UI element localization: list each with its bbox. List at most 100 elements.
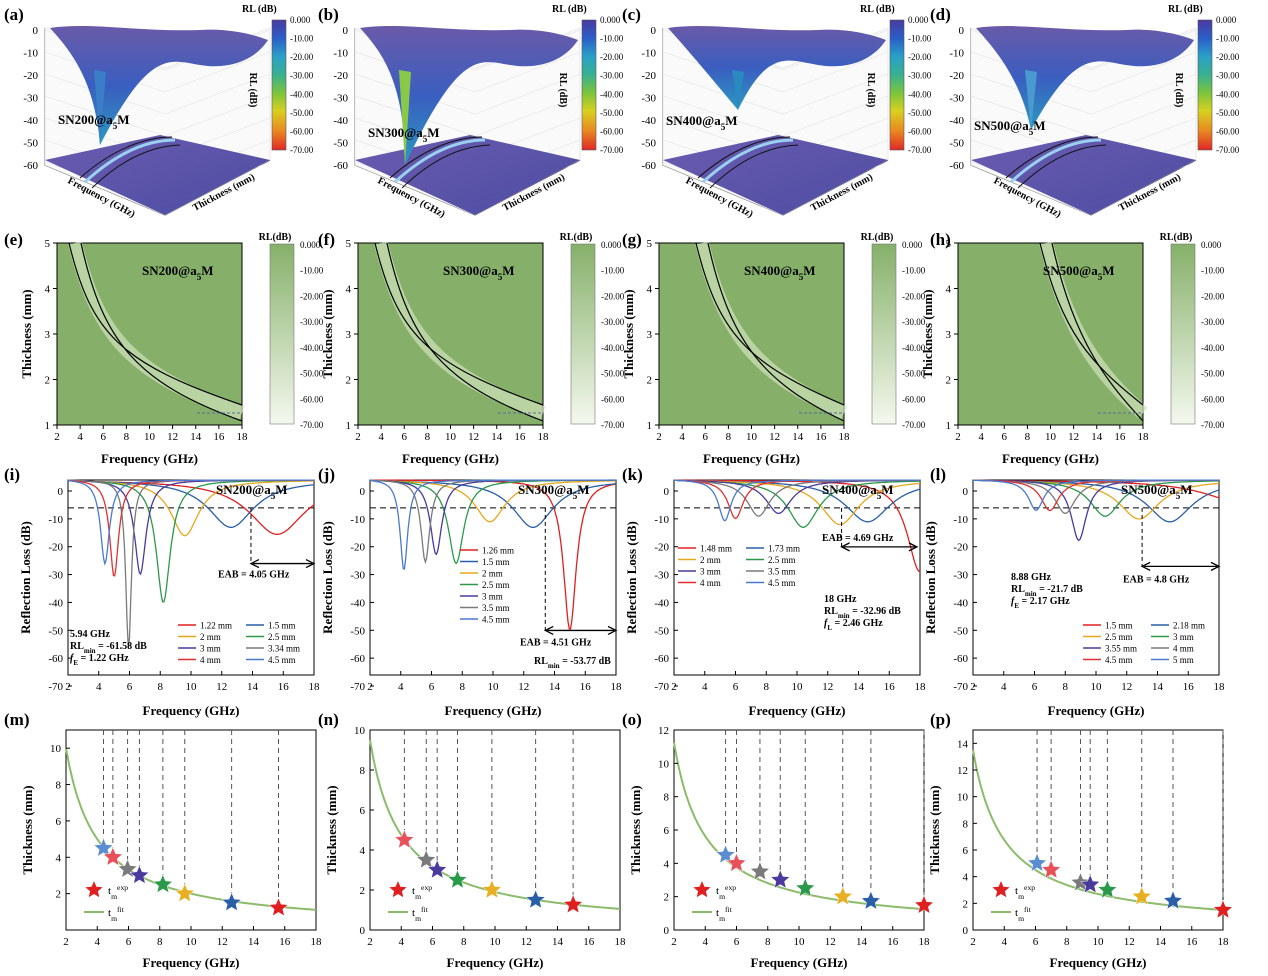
- x-tick-label: 12: [518, 681, 529, 693]
- y-tick-label: -40: [654, 597, 669, 609]
- legend-label: 4 mm: [200, 655, 221, 665]
- legend-label-fit: tmfit: [108, 905, 125, 923]
- y-tick-label: 3: [45, 329, 51, 341]
- colorbar-tick: 0.000: [600, 15, 621, 25]
- legend-label: 3 mm: [200, 644, 221, 654]
- star-marker: [770, 869, 791, 889]
- x-tick-label: 18: [311, 936, 323, 948]
- x-axis-label: Frequency (GHz): [751, 955, 848, 970]
- eab-arrowhead: [607, 625, 618, 636]
- eab-label: EAB = 4.69 GHz: [822, 533, 894, 544]
- star-marker: [726, 852, 747, 872]
- panel-rl-2: 2 4 6 8 10 12 14 16 18 0 -10 -20 -30 -40 -50 -60 -70 Freq…: [320, 479, 622, 718]
- legend-label-fit: tmfit: [716, 905, 733, 923]
- colorbar-title: RL (dB): [552, 4, 587, 15]
- y-tick-label: -20: [350, 542, 365, 554]
- y-tick-label: -40: [350, 597, 365, 609]
- y-tick-label: -30: [654, 570, 669, 582]
- contour-floor: [971, 135, 1196, 215]
- panel-rl-1: 2 4 6 8 10 12 14 16 18 0 -10 -20 -30 -40 -50 -60 -70 Freq…: [18, 479, 320, 718]
- x-tick-label: 12: [468, 431, 479, 443]
- z-tick: -50: [23, 138, 38, 150]
- y-axis-label: Thickness (mm): [628, 785, 643, 874]
- legend-label: 2.5 mm: [482, 580, 510, 590]
- y-tick-label: 10: [50, 743, 62, 755]
- y-axis-label: Thickness (mm): [19, 289, 34, 378]
- rl-surface: [50, 26, 268, 145]
- eab-arrowhead: [840, 542, 850, 552]
- grid-line: [164, 95, 271, 137]
- x-tick-label: 18: [237, 431, 249, 443]
- colorbar-tick: -70.00: [1201, 420, 1225, 430]
- colorbar-tick: -70.00: [908, 145, 932, 155]
- legend-label: 4.5 mm: [268, 655, 296, 665]
- star-marker: [416, 849, 437, 869]
- colorbar-tick: -10.00: [908, 34, 932, 44]
- colorbar-tick: -30.00: [601, 317, 625, 327]
- colorbar-tick: -20.00: [290, 52, 314, 62]
- y-tick-label: 0: [664, 486, 670, 498]
- eab-arrowhead: [305, 558, 316, 569]
- star-marker: [715, 844, 736, 864]
- x-tick-label: 6: [402, 431, 408, 443]
- colorbar-tick: -40.00: [1201, 343, 1225, 353]
- x-tick-label: 12: [216, 681, 227, 693]
- colorbar-tick: 0.000: [300, 240, 321, 250]
- colorbar: [1197, 19, 1213, 151]
- x-tick-label: 6: [734, 936, 740, 948]
- colorbar-tick: -60.00: [600, 126, 624, 136]
- x-tick-label: 12: [217, 936, 228, 948]
- x-tick-label: 10: [488, 681, 500, 693]
- grid-line: [782, 73, 889, 115]
- colorbar-tick: 0.000: [290, 15, 311, 25]
- x-tick-label: 6: [430, 936, 436, 948]
- star-marker: [129, 864, 150, 885]
- x-tick-label: 4: [399, 936, 405, 948]
- contour-line-10db: [80, 242, 243, 422]
- rl-curve: [972, 479, 1219, 512]
- panel-letter: (f): [318, 230, 335, 249]
- legend-label: 3.5 mm: [768, 567, 796, 577]
- legend-label: 1.5 mm: [482, 557, 510, 567]
- contour-line-10db: [386, 242, 544, 422]
- panel-thickness-1: 2 4 6 8 10 12 14 16 18 2 4 6 8 10 Frequency (GHz) Thick…: [20, 729, 323, 970]
- y-tick-label: -70: [953, 681, 968, 693]
- x-tick-label: 2: [367, 936, 373, 948]
- star-marker: [562, 894, 584, 914]
- y-tick-label: 14: [957, 738, 969, 750]
- rl-surface: [360, 26, 578, 165]
- legend-label: 3 mm: [482, 592, 503, 602]
- z-tick: -20: [641, 70, 656, 82]
- colorbar-tick: -30.00: [908, 71, 932, 81]
- y-tick-label: 5: [647, 238, 653, 250]
- panel-letter: (a): [4, 5, 24, 24]
- legend-label: 4 mm: [700, 578, 721, 588]
- y-tick-label: -40: [953, 597, 968, 609]
- z-tick: 0: [343, 25, 349, 37]
- colorbar-tick: -70.00: [300, 420, 324, 430]
- panel-letter: (n): [318, 710, 339, 729]
- y-tick-label: 6: [56, 816, 62, 828]
- colorbar-title: RL(dB): [861, 232, 894, 243]
- fit-curve: [972, 749, 1224, 911]
- star-marker: [93, 837, 114, 857]
- colorbar-tick: -50.00: [902, 369, 926, 379]
- star-marker: [1097, 879, 1118, 899]
- star-marker: [102, 846, 124, 866]
- x-tick-label: 16: [514, 431, 526, 443]
- colorbar-tick: -20.00: [902, 291, 926, 301]
- colorbar-tick: -60.00: [1216, 126, 1240, 136]
- colorbar-tick: -60.00: [908, 126, 932, 136]
- legend-label: 1.5 mm: [1105, 621, 1133, 631]
- contour-line-10db: [707, 242, 845, 422]
- star-marker: [1212, 899, 1234, 919]
- grid-line: [1090, 51, 1197, 93]
- floor-contour-line: [389, 136, 483, 179]
- legend-label: 3 mm: [1173, 632, 1194, 642]
- colorbar-tick: -50.00: [1216, 108, 1240, 118]
- x-tick-label: 10: [1045, 431, 1057, 443]
- colorbar-tick: -40.00: [908, 89, 932, 99]
- colorbar-title: RL (dB): [1168, 4, 1203, 15]
- y-tick-label: -60: [953, 653, 968, 665]
